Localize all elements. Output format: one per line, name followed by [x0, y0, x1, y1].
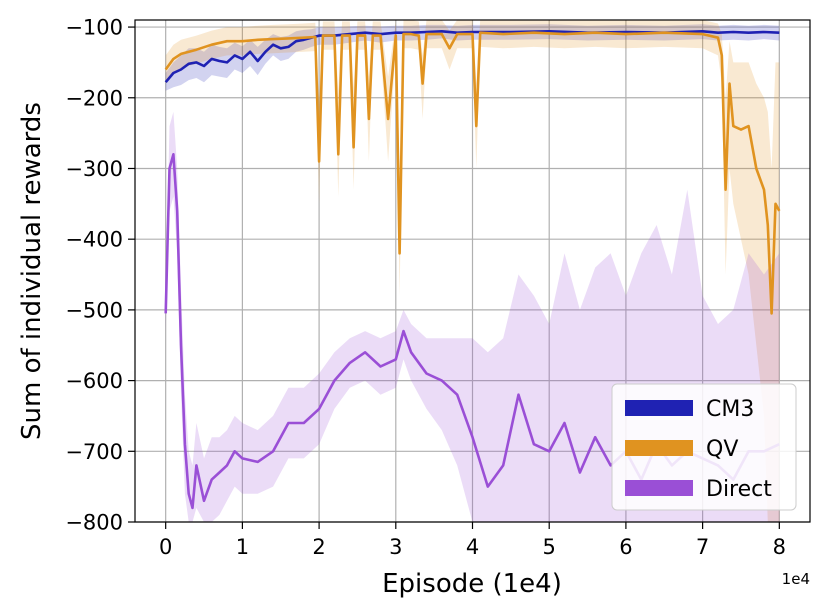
y-tick-label: −600: [65, 369, 123, 393]
x-tick-label: 6: [619, 535, 632, 559]
x-axis-label: Episode (1e4): [382, 569, 562, 599]
x-tick-label: 7: [696, 535, 709, 559]
legend-swatch-direct: [625, 480, 693, 496]
x-tick-label: 8: [773, 535, 786, 559]
x-tick-label: 0: [159, 535, 172, 559]
y-tick-label: −700: [65, 440, 123, 464]
y-tick-label: −400: [65, 228, 123, 252]
y-tick-label: −100: [65, 16, 123, 40]
x-tick-label: 2: [312, 535, 325, 559]
axis-ticks: 0 1 2 3 4 5 6 7 8 −800 −700 −600 −500 −400 −300 −200 −10…: [65, 16, 786, 559]
band-cm3: [165, 24, 780, 91]
legend-swatch-qv: [625, 440, 693, 456]
y-tick-label: −200: [65, 86, 123, 110]
y-tick-label: −300: [65, 157, 123, 181]
x-tick-label: 1: [236, 535, 249, 559]
y-axis-label: Sum of individual rewards: [17, 102, 47, 440]
legend-swatch-cm3: [625, 400, 693, 416]
legend-label: QV: [706, 437, 738, 462]
x-tick-label: 3: [389, 535, 402, 559]
line-qv: [164, 31, 781, 315]
y-tick-label: −800: [65, 511, 123, 535]
legend-label: Direct: [706, 477, 772, 502]
legend: CM3 QV Direct: [611, 383, 797, 511]
x-tick-label: 4: [466, 535, 479, 559]
x-tick-label: 5: [543, 535, 556, 559]
y-tick-label: −500: [65, 298, 123, 322]
x-offset-label: 1e4: [782, 570, 810, 588]
legend-label: CM3: [706, 397, 754, 422]
